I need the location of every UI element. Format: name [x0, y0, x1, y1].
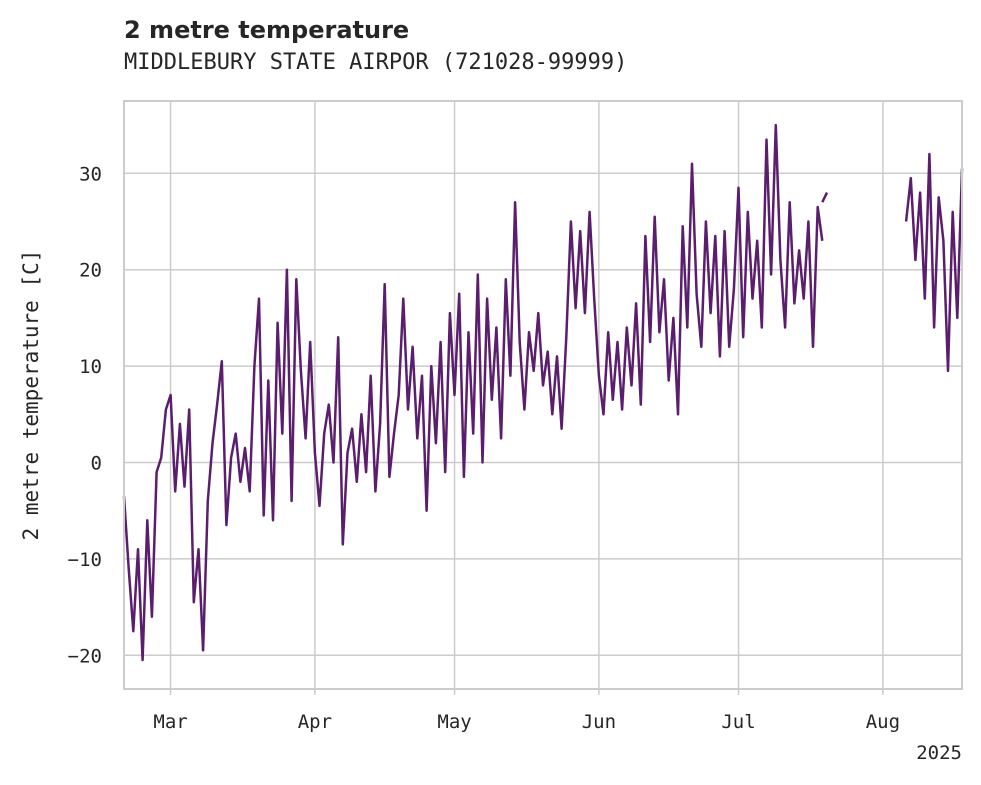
y-tick-label: 30: [79, 163, 102, 185]
series-line: [122, 123, 824, 662]
y-tick-label: −10: [68, 549, 102, 571]
chart-subtitle: MIDDLEBURY STATE AIRPOR (721028-99999): [124, 50, 628, 75]
tick-labels: −20 −10 0 10 20 30 Mar Apr May Jun Jul Aug: [68, 163, 900, 733]
y-axis-label: 2 metre temperature [C]: [19, 250, 43, 541]
series-line-group: [122, 123, 964, 662]
x-tick-label: Jul: [721, 711, 755, 733]
series-line: [904, 152, 964, 373]
x-tick-label: May: [437, 711, 471, 733]
grid-lines: [124, 101, 962, 689]
x-tick-label: Mar: [153, 711, 187, 733]
x-tick-label: Jun: [582, 711, 616, 733]
y-tick-label: −20: [68, 645, 102, 667]
x-tick-label: Apr: [298, 711, 332, 733]
y-tick-label: 0: [91, 452, 102, 474]
x-tick-label: Aug: [866, 711, 900, 733]
x-axis-year-label: 2025: [916, 742, 962, 764]
series-line: [821, 192, 829, 203]
plot-frame: [123, 100, 963, 690]
y-tick-label: 10: [79, 356, 102, 378]
y-tick-label: 20: [79, 260, 102, 282]
chart-title: 2 metre temperature: [124, 16, 410, 44]
